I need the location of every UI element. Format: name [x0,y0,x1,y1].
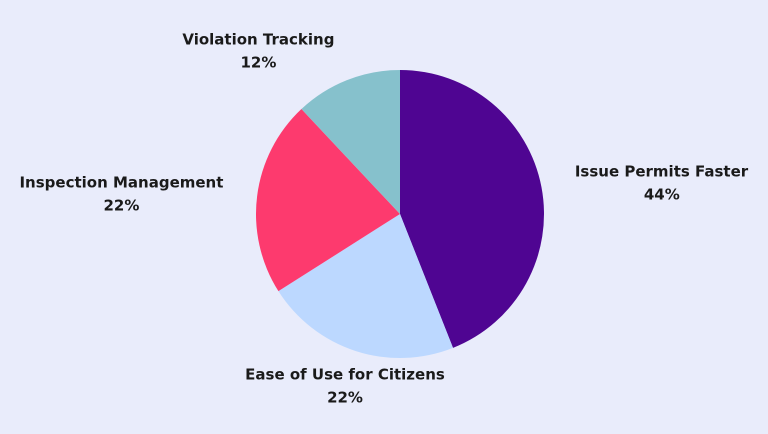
slice-label-violation-tracking: Violation Tracking [182,30,334,48]
pie-slice-violation-tracking [301,70,400,214]
slice-label-issue-permits-faster: Issue Permits Faster [575,163,749,181]
slice-value-violation-tracking: 12% [240,53,276,71]
pie-slice-ease-of-use-for-citizens [278,214,454,358]
pie-slice-inspection-management [256,109,400,292]
pie-labels: Issue Permits Faster 44% Ease of Use for C… [19,30,748,406]
slice-label-ease-of-use-for-citizens: Ease of Use for Citizens [245,365,445,383]
slice-label-inspection-management: Inspection Management [19,174,223,192]
pie-slice-issue-permits-faster [400,70,544,348]
slice-value-issue-permits-faster: 44% [644,186,680,204]
pie-slices [256,70,544,358]
slice-value-ease-of-use-for-citizens: 22% [327,388,363,406]
slice-value-inspection-management: 22% [103,197,139,215]
